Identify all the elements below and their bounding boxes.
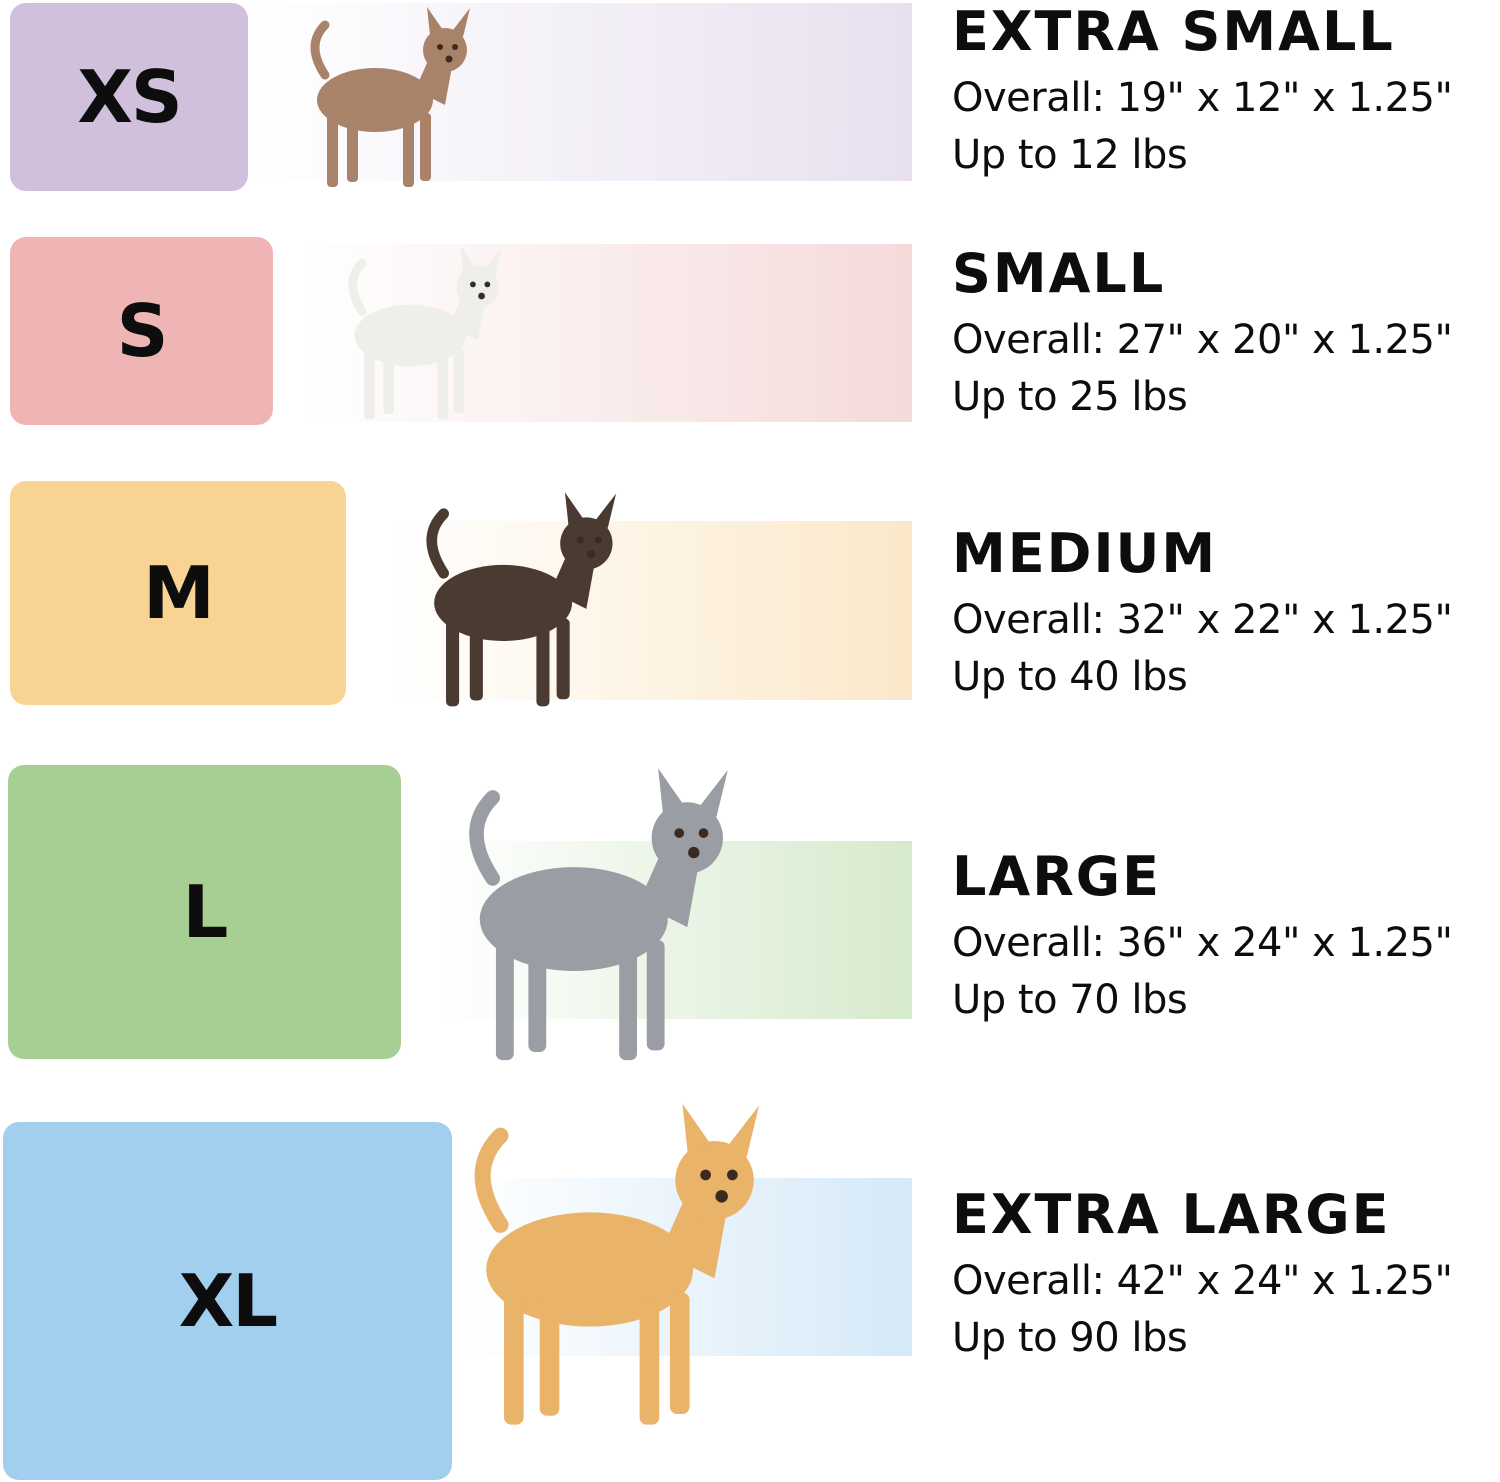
size-title: EXTRA SMALL — [952, 0, 1395, 63]
size-title: SMALL — [952, 242, 1166, 305]
size-weight: Up to 25 lbs — [952, 374, 1188, 420]
size-info-l: LARGE Overall: 36" x 24" x 1.25" Up to 7… — [952, 845, 1453, 1029]
size-badge-m: M — [10, 481, 346, 705]
size-dimensions: Overall: 36" x 24" x 1.25" — [952, 920, 1453, 966]
chihuahua-illustration — [310, 7, 470, 187]
size-dimensions: Overall: 27" x 20" x 1.25" — [952, 317, 1453, 363]
size-title: MEDIUM — [952, 522, 1218, 585]
size-info-m: MEDIUM Overall: 32" x 22" x 1.25" Up to … — [952, 522, 1453, 706]
size-badge-xs: XS — [10, 3, 248, 191]
size-badge-s: S — [10, 237, 273, 425]
size-weight: Up to 40 lbs — [952, 654, 1188, 700]
size-dimensions: Overall: 32" x 22" x 1.25" — [952, 597, 1453, 643]
size-info-s: SMALL Overall: 27" x 20" x 1.25" Up to 2… — [952, 242, 1453, 426]
terrier-illustration — [348, 245, 502, 420]
size-dimensions: Overall: 42" x 24" x 1.25" — [952, 1258, 1453, 1304]
size-weight: Up to 90 lbs — [952, 1315, 1188, 1361]
australian-shepherd-illustration — [469, 768, 728, 1061]
size-weight: Up to 70 lbs — [952, 977, 1188, 1023]
size-info-xl: EXTRA LARGE Overall: 42" x 24" x 1.25" U… — [952, 1183, 1453, 1367]
size-dimensions: Overall: 19" x 12" x 1.25" — [952, 75, 1453, 121]
size-title: LARGE — [952, 845, 1161, 908]
size-title: EXTRA LARGE — [952, 1183, 1391, 1246]
size-badge-xl: XL — [3, 1122, 452, 1480]
size-weight: Up to 12 lbs — [952, 132, 1188, 178]
schnauzer-illustration — [426, 492, 617, 707]
golden-retriever-illustration — [474, 1103, 760, 1425]
size-info-xs: EXTRA SMALL Overall: 19" x 12" x 1.25" U… — [952, 0, 1453, 184]
size-badge-l: L — [8, 765, 401, 1059]
